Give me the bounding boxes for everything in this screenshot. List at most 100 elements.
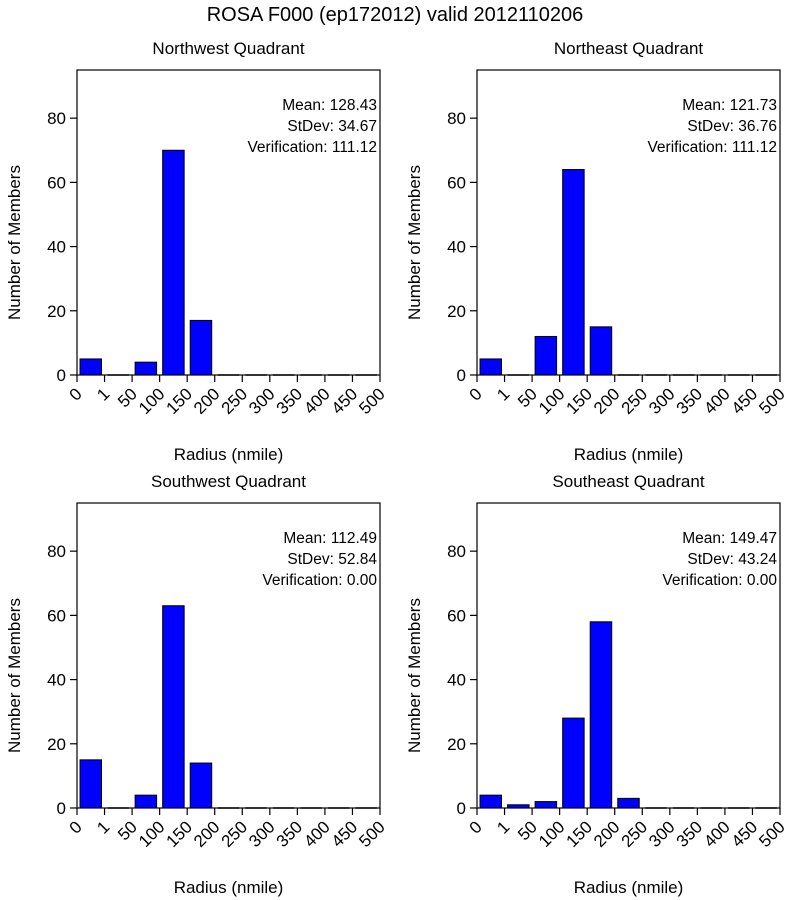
- stats-annotation: Verification: 111.12: [647, 139, 777, 156]
- x-tick-label: 500: [355, 817, 388, 850]
- y-tick-label: 40: [447, 671, 466, 690]
- plot-frame: [76, 502, 381, 809]
- y-axis-label: Number of Members: [405, 165, 424, 320]
- x-tick-label: 100: [535, 384, 568, 417]
- panel-title: Southeast Quadrant: [552, 472, 704, 491]
- x-tick-label: 150: [163, 817, 196, 850]
- y-tick-label: 20: [47, 302, 66, 321]
- histogram-bar: [534, 801, 558, 809]
- histogram-bar: [79, 358, 103, 376]
- x-tick-label: 1: [93, 817, 113, 837]
- x-tick-label: 200: [590, 384, 623, 417]
- x-tick-label: 150: [563, 817, 596, 850]
- x-tick-label: 450: [328, 384, 361, 417]
- plot-frame: [76, 69, 381, 376]
- histogram-bar: [507, 804, 530, 809]
- x-tick-label: 300: [245, 384, 278, 417]
- plot-frame: [476, 69, 781, 376]
- x-tick-label: 1: [493, 817, 513, 837]
- x-tick-label: 0: [66, 384, 86, 404]
- stats-annotation: StDev: 36.76: [687, 118, 777, 135]
- histogram-bar: [589, 621, 613, 809]
- histogram-bar: [189, 319, 213, 376]
- x-axis-label: Radius (nmile): [174, 878, 284, 897]
- stats-annotation: Mean: 121.73: [682, 97, 777, 114]
- x-tick-label: 450: [328, 817, 361, 850]
- x-tick-label: 1: [93, 384, 113, 404]
- x-tick-label: 400: [700, 384, 733, 417]
- x-axis-label: Radius (nmile): [174, 445, 284, 464]
- x-tick-label: 250: [218, 384, 251, 417]
- stats-annotation: StDev: 43.24: [687, 551, 777, 568]
- stats-annotation: Mean: 149.47: [682, 530, 777, 547]
- y-tick-label: 80: [447, 109, 466, 128]
- y-tick-label: 80: [447, 542, 466, 561]
- histogram-bar: [79, 759, 103, 809]
- stats-annotation: Mean: 112.49: [283, 530, 377, 547]
- x-tick-label: 500: [355, 384, 388, 417]
- x-axis-label: Radius (nmile): [574, 445, 684, 464]
- y-tick-label: 60: [447, 173, 466, 192]
- y-tick-label: 40: [447, 238, 466, 257]
- y-tick-label: 20: [447, 302, 466, 321]
- chart-panel-3: Southwest Quadrant Number of Members Radiu…: [5, 472, 389, 897]
- x-tick-label: 1: [493, 384, 513, 404]
- histogram-bar: [134, 794, 158, 809]
- histogram-bar: [589, 326, 613, 376]
- x-tick-label: 150: [563, 384, 596, 417]
- x-tick-label: 350: [273, 384, 306, 417]
- plot-frame: [476, 502, 781, 809]
- histogram-bar: [162, 605, 185, 809]
- y-tick-label: 80: [47, 542, 66, 561]
- histogram-bar: [562, 717, 585, 809]
- x-tick-label: 150: [163, 384, 196, 417]
- y-tick-label: 20: [447, 735, 466, 754]
- histogram-bar: [134, 361, 158, 376]
- histogram-bar: [162, 149, 185, 376]
- stats-annotation: StDev: 52.84: [287, 551, 377, 568]
- chart-panel-4: Southeast Quadrant Number of Members Radiu…: [405, 472, 789, 897]
- x-tick-label: 350: [673, 817, 706, 850]
- stats-annotation: Verification: 0.00: [662, 572, 777, 589]
- y-tick-label: 40: [47, 671, 66, 690]
- x-tick-label: 0: [466, 384, 486, 404]
- x-tick-label: 200: [190, 817, 223, 850]
- x-tick-label: 100: [135, 817, 168, 850]
- histogram-bar: [479, 358, 503, 376]
- stats-annotation: Verification: 0.00: [262, 572, 377, 589]
- y-tick-label: 20: [47, 735, 66, 754]
- y-axis-label: Number of Members: [5, 165, 24, 320]
- x-tick-label: 250: [218, 817, 251, 850]
- stats-annotation: Verification: 111.12: [247, 139, 377, 156]
- x-tick-label: 0: [66, 817, 86, 837]
- chart-panel-1: Northwest Quadrant Number of Members Radiu…: [5, 39, 389, 464]
- x-tick-label: 350: [273, 817, 306, 850]
- x-tick-label: 100: [135, 384, 168, 417]
- x-tick-label: 300: [645, 817, 678, 850]
- figure-title: ROSA F000 (ep172012) valid 2012110206: [207, 4, 584, 26]
- panel-title: Southwest Quadrant: [151, 472, 306, 491]
- y-tick-label: 80: [47, 109, 66, 128]
- x-tick-label: 0: [466, 817, 486, 837]
- y-tick-label: 40: [47, 238, 66, 257]
- stats-annotation: Mean: 128.43: [282, 97, 377, 114]
- y-tick-label: 0: [57, 799, 66, 818]
- x-tick-label: 500: [755, 384, 788, 417]
- x-tick-label: 450: [728, 384, 761, 417]
- y-tick-label: 0: [57, 366, 66, 385]
- x-axis-label: Radius (nmile): [574, 878, 684, 897]
- x-tick-label: 450: [728, 817, 761, 850]
- x-tick-label: 250: [618, 384, 651, 417]
- histogram-bar: [534, 335, 558, 376]
- x-tick-label: 250: [618, 817, 651, 850]
- panel-title: Northeast Quadrant: [554, 39, 704, 58]
- x-tick-label: 100: [535, 817, 568, 850]
- panel-title: Northwest Quadrant: [152, 39, 304, 58]
- x-tick-label: 300: [645, 384, 678, 417]
- histogram-bar: [189, 762, 213, 809]
- y-axis-label: Number of Members: [5, 598, 24, 753]
- y-tick-label: 0: [457, 366, 466, 385]
- histogram-bar: [479, 794, 503, 809]
- histogram-bar: [562, 169, 585, 376]
- y-tick-label: 60: [47, 173, 66, 192]
